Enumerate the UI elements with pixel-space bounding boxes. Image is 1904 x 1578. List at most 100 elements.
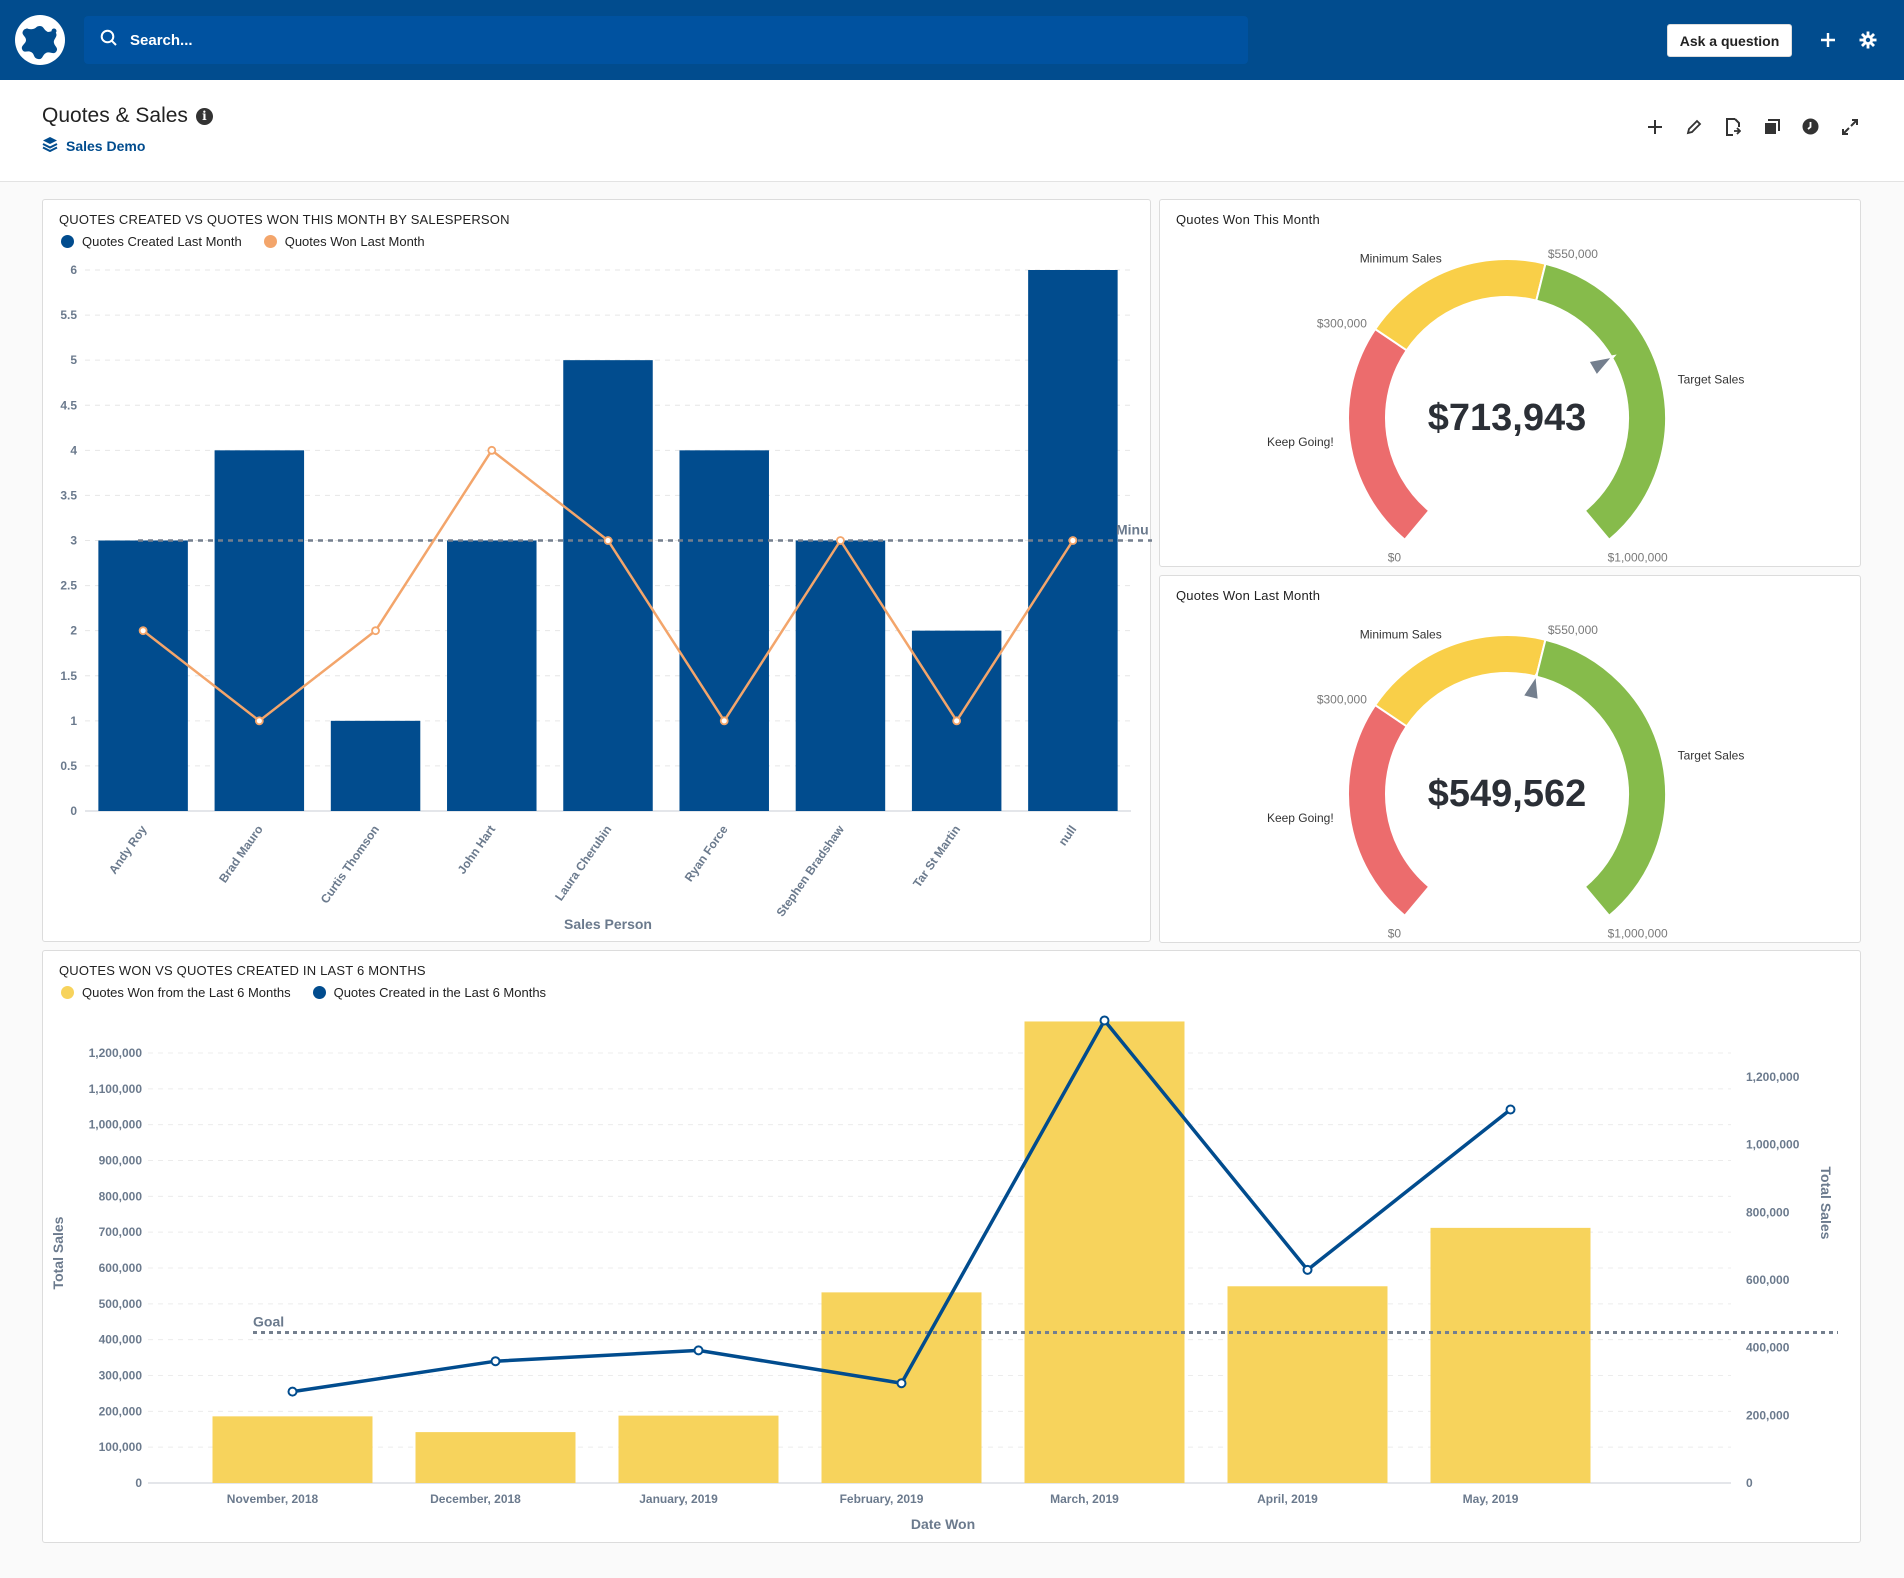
gauge-segment <box>1347 703 1431 918</box>
gauge-last-month: Keep Going! Minimum Sales Target Sales $0 $3… <box>1267 623 1744 940</box>
y-tick-label: 0.5 <box>60 759 77 773</box>
x-tick-label: John Hart <box>455 823 499 877</box>
add-icon[interactable] <box>1644 116 1665 137</box>
y-tick-label: 300,000 <box>99 1369 143 1383</box>
gauge-segment-label: Keep Going! <box>1267 435 1334 449</box>
gauge-segment <box>1535 262 1667 542</box>
bar <box>795 540 886 811</box>
clock-icon[interactable] <box>1800 116 1821 137</box>
gauge-segment <box>1347 327 1431 542</box>
chart-title[interactable]: QUOTES WON VS QUOTES CREATED IN LAST 6 M… <box>59 963 426 978</box>
y-tick-label: 500,000 <box>99 1297 143 1311</box>
y-tick-label: 4 <box>70 443 77 457</box>
y-tick-label: 700,000 <box>99 1225 143 1239</box>
bar <box>212 1416 373 1483</box>
chart-legend: Quotes Created Last Month Quotes Won Las… <box>61 234 425 249</box>
line-point <box>254 716 264 726</box>
y-tick-label: 800,000 <box>99 1189 143 1203</box>
y2-axis-title: Total Sales <box>1818 1167 1834 1240</box>
x-tick-label: Brad Mauro <box>216 823 266 886</box>
bar <box>98 540 188 811</box>
legend-item[interactable]: Quotes Won Last Month <box>263 234 425 249</box>
share-icon[interactable] <box>1722 116 1743 137</box>
gauge-segment-label: Minimum Sales <box>1360 627 1442 641</box>
pencil-icon[interactable] <box>1683 116 1704 137</box>
line-point <box>371 626 380 636</box>
y-tick-label: 3.5 <box>60 488 77 502</box>
fullscreen-icon[interactable] <box>1839 116 1860 137</box>
line-point <box>287 1386 298 1397</box>
y2-tick-label: 1,200,000 <box>1746 1070 1800 1084</box>
bar <box>1430 1227 1591 1483</box>
line-point <box>719 716 729 726</box>
top-nav-bar: Ask a question <box>0 0 1904 80</box>
x-tick-label: January, 2019 <box>639 1492 718 1506</box>
chart-title[interactable]: QUOTES CREATED VS QUOTES WON THIS MONTH … <box>59 212 510 227</box>
line-point <box>1068 536 1078 545</box>
legend-label: Quotes Created in the Last 6 Months <box>333 985 547 1000</box>
bar <box>1024 1021 1185 1483</box>
legend-item[interactable]: Quotes Won from the Last 6 Months <box>61 985 291 1000</box>
y-tick-label: 400,000 <box>99 1333 143 1347</box>
bar <box>679 450 769 811</box>
gauge-segment <box>1535 638 1667 918</box>
y2-tick-label: 1,000,000 <box>1746 1138 1800 1152</box>
legend-dot <box>312 986 326 999</box>
x-tick-label: February, 2019 <box>840 1492 924 1506</box>
gauge-title[interactable]: Quotes Won Last Month <box>1176 588 1321 603</box>
legend-label: Quotes Created Last Month <box>82 234 242 249</box>
y-tick-label: 200,000 <box>99 1404 143 1418</box>
legend-item[interactable]: Quotes Created in the Last 6 Months <box>312 985 547 1000</box>
line-point <box>1505 1104 1516 1115</box>
gauge-segment <box>1373 258 1547 352</box>
bar <box>618 1415 779 1483</box>
bar <box>1227 1286 1388 1483</box>
line-point <box>490 1356 501 1367</box>
search-bar[interactable] <box>84 16 1248 64</box>
gauge-card-this-month: Quotes Won This Month Keep Going! Minimum… <box>1159 199 1861 567</box>
line-point <box>693 1345 704 1356</box>
gauge-title[interactable]: Quotes Won This Month <box>1176 212 1320 227</box>
gauge-tick-label: $0 <box>1388 926 1402 940</box>
gear-icon[interactable] <box>1855 26 1881 54</box>
x-axis-title: Sales Person <box>564 916 652 932</box>
dashboard-header: Quotes & Sales i Sales Demo <box>0 80 1904 182</box>
y-tick-label: 1 <box>70 714 77 728</box>
gauge-value: $549,562 <box>1428 773 1587 815</box>
duplicate-icon[interactable] <box>1761 116 1782 137</box>
search-input[interactable] <box>128 30 728 50</box>
logo-icon[interactable] <box>14 14 66 66</box>
x-tick-label: null <box>1056 823 1080 849</box>
collection-link[interactable]: Sales Demo <box>42 136 145 155</box>
legend-dot <box>61 235 74 248</box>
bar <box>447 540 537 811</box>
legend-dot <box>61 986 74 999</box>
gauge-segment-label: Target Sales <box>1678 373 1745 387</box>
x-tick-label: Laura Cherubin <box>552 823 614 904</box>
y-tick-label: 1,200,000 <box>89 1046 143 1060</box>
bar <box>214 450 305 811</box>
y2-tick-label: 800,000 <box>1746 1205 1790 1219</box>
y2-tick-label: 0 <box>1746 1476 1753 1490</box>
x-axis-title: Date Won <box>911 1516 975 1532</box>
legend-label: Quotes Won from the Last 6 Months <box>82 985 291 1000</box>
legend-item[interactable]: Quotes Created Last Month <box>61 234 242 249</box>
gauge-tick-label: $550,000 <box>1548 623 1598 637</box>
x-tick-label: November, 2018 <box>227 1492 319 1506</box>
ask-question-button[interactable]: Ask a question <box>1667 24 1792 57</box>
y-tick-label: 2.5 <box>60 579 77 593</box>
x-tick-label: December, 2018 <box>430 1492 521 1506</box>
line-point <box>896 1378 907 1389</box>
y-tick-label: 100,000 <box>99 1440 143 1454</box>
gauge-tick-label: $300,000 <box>1317 316 1367 330</box>
x-tick-label: Stephen Bradshaw <box>773 822 847 919</box>
gauge-this-month: Keep Going! Minimum Sales Target Sales $0 $3… <box>1267 247 1745 564</box>
legend-dot <box>263 235 277 248</box>
x-tick-label: April, 2019 <box>1257 1492 1318 1506</box>
add-icon[interactable] <box>1815 26 1841 54</box>
search-icon <box>100 29 118 52</box>
legend-label: Quotes Won Last Month <box>284 234 425 249</box>
info-icon[interactable]: i <box>195 107 213 125</box>
gauge-segment-label: Keep Going! <box>1267 811 1334 825</box>
line-point <box>603 536 613 545</box>
